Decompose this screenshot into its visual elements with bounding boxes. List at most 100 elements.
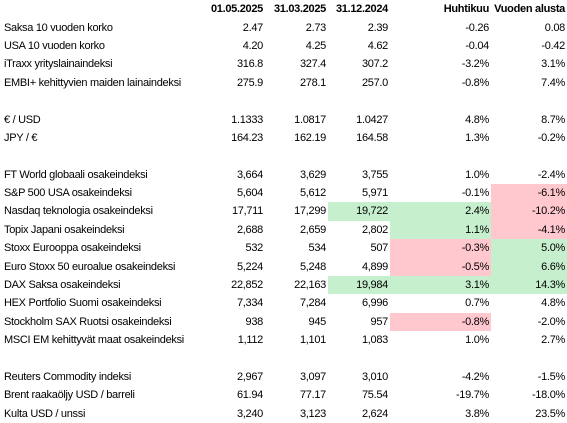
value-cell: 938 <box>245 315 264 328</box>
value-cell: 3.1% <box>541 58 565 71</box>
value-cell: 3,240 <box>236 407 263 420</box>
value-cell: 3,123 <box>299 407 326 420</box>
data-row: Kulta USD / unssi 3,240 3,123 2,624 3.8% 23.5… <box>0 405 567 423</box>
empty-cell <box>328 349 390 367</box>
value-cell: 3,010 <box>361 371 388 383</box>
value-cell: 1.1333 <box>231 113 263 126</box>
value-cell: 4.8% <box>541 297 565 310</box>
value-cell: 17,299 <box>294 205 326 218</box>
value-cell: 4.25 <box>305 39 327 52</box>
column-header: Vuoden alusta <box>494 3 565 16</box>
row-label: Saksa 10 vuoden korko <box>4 21 113 34</box>
value-cell: -18.0% <box>531 389 565 402</box>
empty-cell <box>265 349 328 367</box>
value-cell: -0.3% <box>390 239 491 258</box>
row-label: EMBI+ kehittyvien maiden lainaindeksi <box>4 76 181 89</box>
empty-cell <box>491 349 567 367</box>
row-label: Topix Japani osakeindeksi <box>4 223 125 236</box>
row-label: S&P 500 USA osakeindeksi <box>4 187 132 200</box>
value-cell: 5,224 <box>236 260 263 273</box>
table-body: Saksa 10 vuoden korko 2.47 2.73 2.39 -0.26 0.… <box>0 18 567 423</box>
data-row: MSCI EM kehittyvät maat osakeindeksi 1,11… <box>0 331 567 349</box>
value-cell: -6.1% <box>491 183 567 203</box>
row-label: Euro Stoxx 50 euroalue osakeindeksi <box>4 260 176 273</box>
value-cell: 2,624 <box>361 407 388 420</box>
data-row: EMBI+ kehittyvien maiden lainaindeksi 275… <box>0 74 567 92</box>
value-cell: 3,097 <box>299 371 326 383</box>
value-cell: 4.8% <box>465 113 489 126</box>
value-cell: -0.42 <box>541 39 565 52</box>
value-cell: 5,604 <box>236 187 263 200</box>
value-cell: 4.20 <box>242 39 264 52</box>
data-row: Saksa 10 vuoden korko 2.47 2.73 2.39 -0.26 0.… <box>0 18 567 36</box>
value-cell: 275.9 <box>236 76 263 89</box>
value-cell: 2,967 <box>236 371 263 383</box>
value-cell: 2.7% <box>541 334 565 347</box>
value-cell: 257.0 <box>361 76 388 89</box>
value-cell: 3.1% <box>390 275 491 295</box>
value-cell: 14.3% <box>491 275 567 295</box>
value-cell: 164.58 <box>356 131 388 144</box>
value-cell: 2,802 <box>361 223 388 236</box>
empty-cell <box>265 92 328 110</box>
value-cell: 534 <box>308 242 327 255</box>
value-cell: 327.4 <box>299 58 326 71</box>
value-cell: -4.1% <box>491 220 567 240</box>
value-cell: 2.39 <box>367 21 389 34</box>
value-cell: -0.04 <box>465 39 489 52</box>
value-cell: 0.08 <box>544 21 566 34</box>
data-row: Stoxx Eurooppa osakeindeksi 532 534 507 -0.3… <box>0 239 567 258</box>
value-cell: 1.0% <box>465 334 489 347</box>
value-cell: -10.2% <box>491 202 567 221</box>
value-cell: 162.19 <box>294 131 326 144</box>
empty-cell <box>0 349 200 367</box>
value-cell: 278.1 <box>299 76 326 89</box>
data-row: USA 10 vuoden korko 4.20 4.25 4.62 -0.04 -0.4… <box>0 37 567 55</box>
value-cell: 2.4% <box>390 202 491 221</box>
value-cell: 945 <box>308 315 327 328</box>
empty-cell <box>200 92 265 110</box>
value-cell: 1,083 <box>361 334 388 347</box>
value-cell: 507 <box>370 242 389 255</box>
value-cell: 17,711 <box>231 205 263 218</box>
value-cell: 0.7% <box>465 297 489 310</box>
spacer-row <box>0 147 567 165</box>
value-cell: 22,852 <box>231 279 263 292</box>
value-cell: 3.8% <box>465 407 489 420</box>
value-cell: 1.0427 <box>356 113 388 126</box>
row-label: USA 10 vuoden korko <box>4 39 105 52</box>
column-header: Huhtikuu <box>443 3 490 16</box>
empty-cell <box>0 92 200 110</box>
row-label: Kulta USD / unssi <box>4 407 86 420</box>
empty-cell <box>0 147 200 165</box>
data-row: S&P 500 USA osakeindeksi 5,604 5,612 5,971 -… <box>0 183 567 203</box>
value-cell: 8.7% <box>541 113 565 126</box>
row-label: Stoxx Eurooppa osakeindeksi <box>4 242 141 255</box>
row-label: Nasdaq teknologia osakeindeksi <box>4 205 153 218</box>
value-cell: -4.2% <box>461 371 490 383</box>
spacer-row <box>0 92 567 110</box>
empty-cell <box>265 147 328 165</box>
data-row: JPY / € 164.23 162.19 164.58 1.3% -0.2% <box>0 129 567 147</box>
value-cell: 75.54 <box>361 389 388 402</box>
value-cell: 4,899 <box>361 260 388 273</box>
data-row: Reuters Commodity indeksi 2,967 3,097 3,010… <box>0 368 567 386</box>
row-label: € / USD <box>4 113 41 126</box>
value-cell: 2,688 <box>236 223 263 236</box>
value-cell: 7,284 <box>299 297 326 310</box>
row-label: DAX Saksa osakeindeksi <box>4 279 121 292</box>
value-cell: 23.5% <box>535 407 565 420</box>
data-row: FT World globaali osakeindeksi 3,664 3,629… <box>0 166 567 184</box>
row-label: MSCI EM kehittyvät maat osakeindeksi <box>4 334 184 347</box>
value-cell: 2.47 <box>242 21 264 34</box>
value-cell: 3,629 <box>299 168 326 181</box>
value-cell: 1,101 <box>299 334 326 347</box>
value-cell: -0.2% <box>537 131 566 144</box>
data-row: € / USD 1.1333 1.0817 1.0427 4.8% 8.7% <box>0 110 567 128</box>
value-cell: 957 <box>370 315 389 328</box>
value-cell: -0.8% <box>390 312 491 332</box>
row-label: FT World globaali osakeindeksi <box>4 168 148 181</box>
value-cell: 77.17 <box>299 389 326 402</box>
